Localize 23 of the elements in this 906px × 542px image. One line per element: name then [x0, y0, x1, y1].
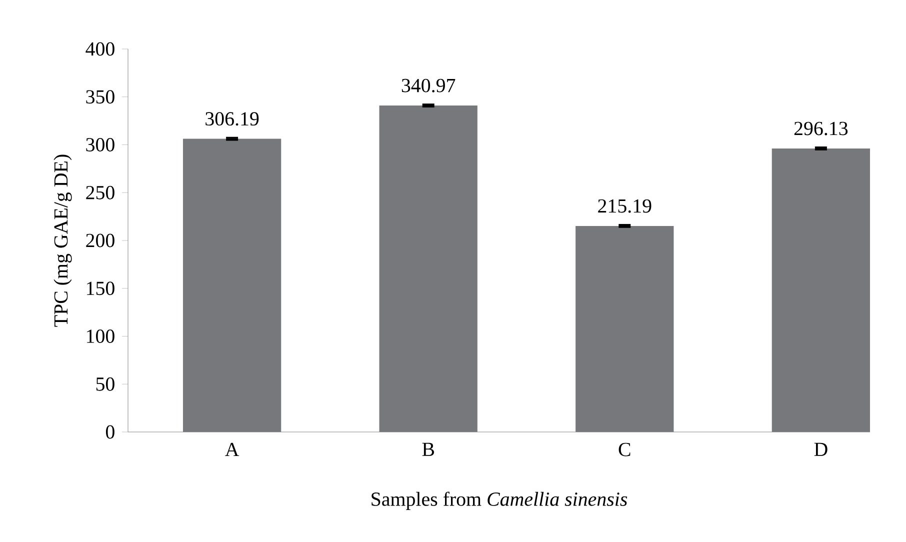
x-tick-label: D [814, 442, 828, 456]
y-tick-label: 0 [106, 425, 114, 439]
y-tick-label: 200 [86, 234, 114, 248]
y-tick-label: 400 [86, 42, 114, 56]
y-tick-label: 150 [87, 282, 114, 296]
data-label: 306.19 [206, 112, 259, 126]
data-label: 340.97 [402, 78, 456, 92]
y-tick-label: 250 [86, 186, 114, 200]
x-axis-title: Samples from Camellia sinensis [372, 492, 628, 510]
y-tick-label: 350 [86, 90, 114, 104]
data-label: 215.19 [598, 199, 652, 213]
x-tick-label: A [225, 442, 240, 456]
y-axis-title: TPC (mg GAE/g DE) [54, 154, 72, 327]
bar [576, 226, 674, 432]
bar [379, 106, 478, 432]
x-tick-label: C [618, 442, 630, 456]
bar [772, 148, 870, 432]
x-tick-label: B [422, 442, 434, 456]
data-label: 296.13 [794, 122, 848, 136]
bar [182, 138, 282, 432]
y-tick-label: 300 [86, 138, 114, 152]
y-tick-label: 50 [96, 377, 114, 391]
y-tick-label: 100 [87, 330, 114, 343]
